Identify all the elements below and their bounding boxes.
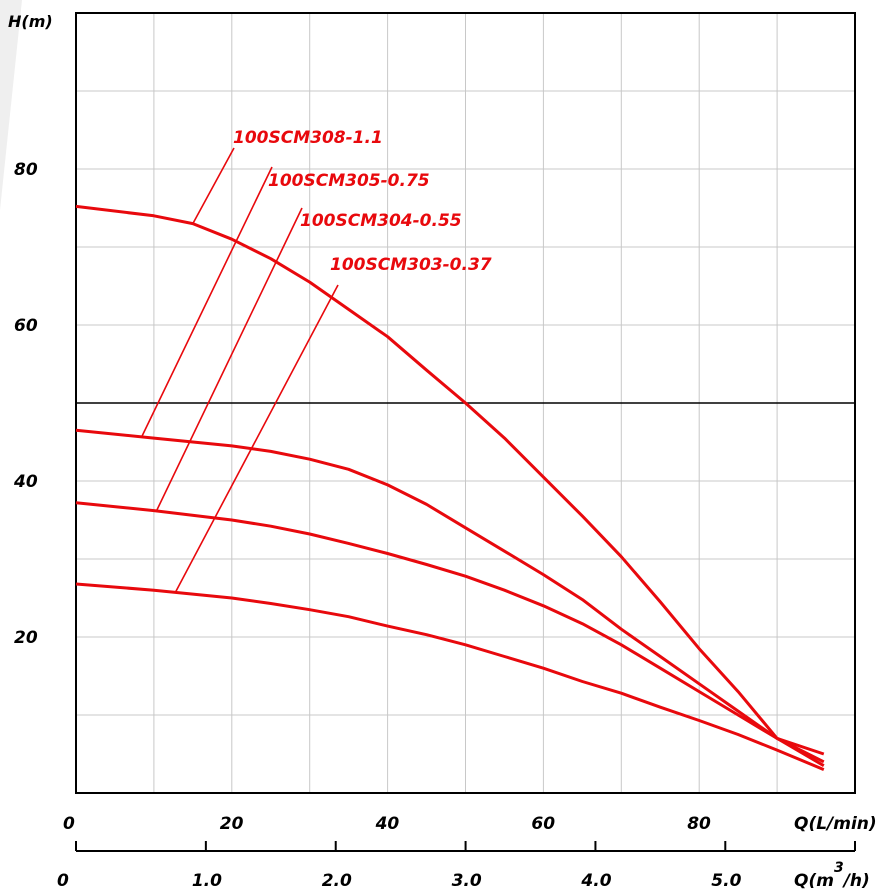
series-label: 100SCM303-0.37 — [330, 255, 492, 275]
plot-frame — [75, 12, 856, 794]
x2-tick-label: 2.0 — [322, 871, 352, 891]
x2-title-sup: 3 — [834, 860, 844, 876]
x-tick-label: 60 — [531, 814, 555, 834]
y-tick-label: 20 — [14, 628, 38, 648]
series-label: 100SCM308-1.1 — [233, 128, 383, 148]
grid — [76, 13, 855, 793]
x2-title-base: Q(m — [794, 871, 834, 891]
x-axis-title: Q(L/min) — [794, 814, 877, 834]
series-label: 100SCM304-0.55 — [300, 211, 462, 231]
curves — [75, 204, 825, 771]
y-axis-title: H(m) — [8, 12, 53, 31]
curve-100SCM304-0.55 — [75, 501, 825, 767]
x2-tick-label: 5.0 — [711, 871, 741, 891]
leader-line — [175, 284, 339, 593]
curve-100SCM303-0.37 — [75, 582, 825, 771]
x2-tick-label: 1.0 — [192, 871, 222, 891]
x2-tick-label: 3.0 — [452, 871, 482, 891]
tick-labels: H(m) 20 40 60 80 0 20 40 60 80 Q(L/min) — [8, 12, 877, 834]
x2-tick-label: 0 — [57, 871, 69, 891]
annotation-leaders: 100SCM308-1.1 100SCM305-0.75 100SCM304-0.5… — [141, 128, 492, 593]
series-label: 100SCM305-0.75 — [268, 171, 430, 191]
x-tick-label: 0 — [63, 814, 75, 834]
leader-line — [192, 147, 235, 224]
leader-line — [155, 207, 303, 512]
x2-title-end: /h) — [842, 871, 870, 891]
y-tick-label: 80 — [14, 160, 38, 180]
x-tick-label: 80 — [687, 814, 711, 834]
secondary-x-axis: 0 1.0 2.0 3.0 4.0 5.0 Q(m3/h) — [57, 841, 870, 891]
x2-axis-title: Q(m3/h) — [794, 860, 870, 891]
leader-line — [141, 166, 273, 437]
x-tick-label: 20 — [220, 814, 244, 834]
x2-tick-label: 4.0 — [580, 871, 611, 891]
x-tick-label: 40 — [375, 814, 400, 834]
y-tick-label: 40 — [13, 472, 38, 492]
y-tick-label: 60 — [14, 316, 38, 336]
curve-100SCM308-1.1 — [75, 204, 825, 756]
background-watermark-shape — [0, 0, 22, 210]
curve-100SCM305-0.75 — [75, 428, 825, 764]
